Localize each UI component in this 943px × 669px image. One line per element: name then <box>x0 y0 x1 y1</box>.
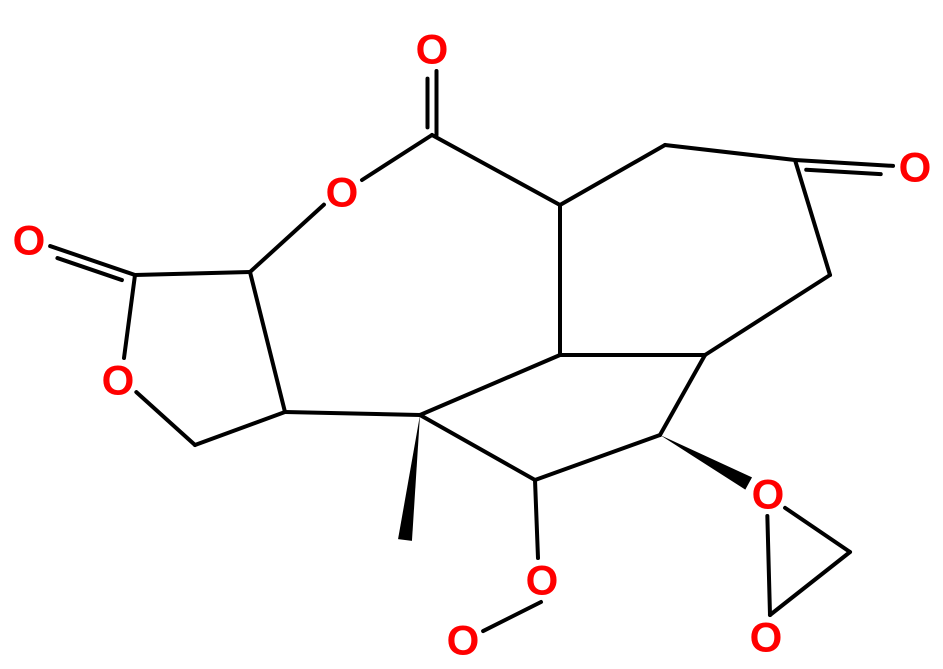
bond-line <box>362 135 432 180</box>
bond-line <box>250 205 324 272</box>
bond-line <box>770 552 850 615</box>
chemical-structure-diagram: OOOOOOOOO <box>0 0 943 669</box>
bond-line <box>195 412 285 445</box>
bond-line <box>124 275 135 358</box>
bond-line <box>795 160 830 275</box>
atoms-group: OOOOOOOOO <box>13 26 932 664</box>
atom-label-O8: O <box>750 614 783 661</box>
bond-line <box>785 508 850 552</box>
bond-line <box>535 480 538 558</box>
atom-label-O9: O <box>899 144 932 191</box>
bond-line <box>420 415 535 480</box>
bond-line <box>705 275 830 355</box>
atom-label-O2: O <box>326 169 359 216</box>
bond-line <box>135 272 250 275</box>
atom-label-O4: O <box>102 357 135 404</box>
bond-line <box>806 170 881 174</box>
atom-label-O3: O <box>13 217 46 264</box>
bonds-group <box>50 71 893 631</box>
bond-wedge <box>660 435 752 490</box>
bond-line <box>660 355 705 435</box>
bond-line <box>420 355 560 415</box>
bond-line <box>483 602 541 631</box>
atom-label-O5: O <box>526 557 559 604</box>
bond-line <box>250 272 285 412</box>
atom-label-O7: O <box>752 471 785 518</box>
bond-line <box>136 392 195 445</box>
atom-label-O1: O <box>416 26 449 73</box>
bond-line <box>795 160 893 166</box>
bond-line <box>767 516 770 615</box>
bond-line <box>665 145 795 160</box>
bond-line <box>560 145 665 205</box>
atom-label-O6: O <box>447 617 480 664</box>
bond-line <box>432 135 560 205</box>
bond-line <box>535 435 660 480</box>
bond-line <box>285 412 420 415</box>
bond-wedge <box>398 415 420 541</box>
